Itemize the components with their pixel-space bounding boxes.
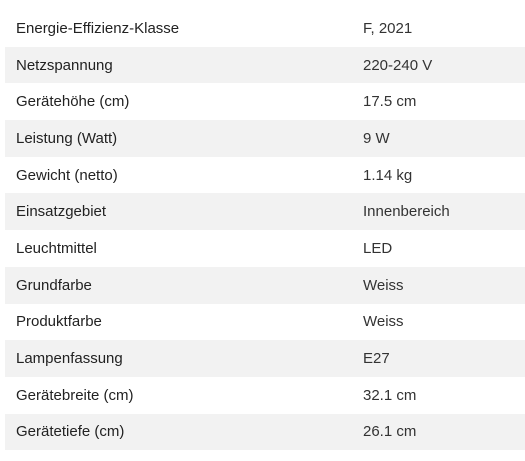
spec-label: Leuchtmittel — [16, 239, 97, 257]
spec-value: 1.14 kg — [363, 166, 413, 184]
spec-label: Leistung (Watt) — [5, 120, 363, 157]
spec-label: Netzspannung — [5, 46, 363, 84]
table-row: Produktfarbe Weiss — [5, 304, 525, 341]
spec-value: Weiss — [363, 266, 525, 304]
table-row: Gerätebreite (cm) 32.1 cm — [5, 377, 525, 414]
spec-label: Gerätebreite (cm) — [16, 386, 134, 404]
table-row: Leuchtmittel LED — [5, 230, 525, 267]
spec-value: 32.1 cm — [363, 386, 417, 404]
spec-label: Einsatzgebiet — [5, 193, 363, 231]
table-row: Gerätehöhe (cm) 17.5 cm — [5, 83, 525, 120]
spec-label: Gewicht (netto) — [16, 166, 118, 184]
spec-label: Produktfarbe — [16, 313, 102, 331]
spec-value: 220-240 V — [363, 46, 525, 84]
table-row: Grundfarbe Weiss — [5, 266, 525, 304]
table-row: Gewicht (netto) 1.14 kg — [5, 157, 525, 194]
spec-value: LED — [363, 239, 393, 257]
spec-label: Gerätehöhe (cm) — [16, 93, 130, 111]
table-row: Gerätetiefe (cm) 26.1 cm — [5, 413, 525, 451]
spec-label: Lampenfassung — [5, 340, 363, 377]
table-row: Leistung (Watt) 9 W — [5, 120, 525, 157]
spec-value: 17.5 cm — [363, 93, 417, 111]
table-row: Lampenfassung E27 — [5, 340, 525, 377]
table-row: Einsatzgebiet Innenbereich — [5, 193, 525, 231]
spec-label: Gerätetiefe (cm) — [5, 413, 363, 451]
spec-value: F, 2021 — [363, 19, 413, 37]
spec-label: Grundfarbe — [5, 266, 363, 304]
spec-value: 26.1 cm — [363, 413, 525, 451]
spec-value: Innenbereich — [363, 193, 525, 231]
spec-label: Energie-Effizienz-Klasse — [16, 19, 180, 37]
spec-value: Weiss — [363, 313, 404, 331]
spec-value: E27 — [363, 340, 525, 377]
spec-value: 9 W — [363, 120, 525, 157]
table-row: Energie-Effizienz-Klasse F, 2021 — [5, 10, 525, 47]
table-row: Netzspannung 220-240 V — [5, 46, 525, 84]
product-specs-table: Energie-Effizienz-Klasse F, 2021 Netzspa… — [5, 10, 525, 451]
